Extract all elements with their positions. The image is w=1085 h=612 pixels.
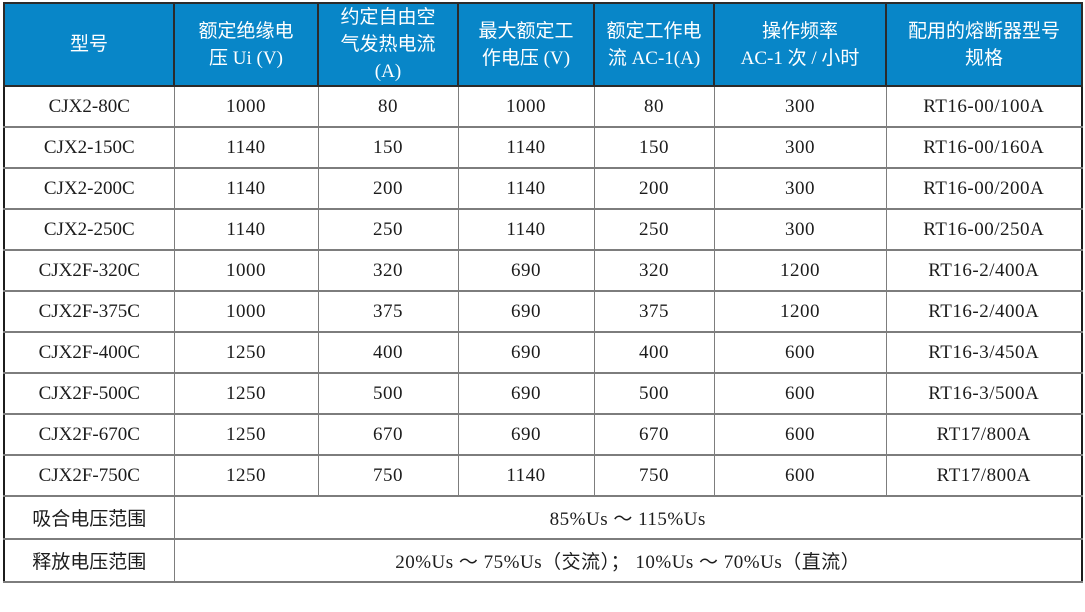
- cell-insulation-voltage: 1140: [173, 126, 319, 169]
- cell-insulation-voltage: 1140: [173, 208, 319, 251]
- cell-max-working-voltage: 1140: [457, 208, 595, 251]
- cell-max-working-voltage: 690: [457, 249, 595, 292]
- cell-thermal-current: 250: [317, 208, 459, 251]
- col-header-insulation-voltage: 额定绝缘电 压 Ui (V): [173, 2, 319, 87]
- cell-model: CJX2F-375C: [3, 290, 175, 333]
- cell-working-current: 250: [593, 208, 715, 251]
- pickup-voltage-row: 吸合电压范围 85%Us ～ 115%Us: [3, 495, 1083, 540]
- cell-fuse-spec: RT16-2/400A: [885, 249, 1083, 292]
- cell-op-frequency: 600: [713, 454, 887, 497]
- cell-model: CJX2-250C: [3, 208, 175, 251]
- footer-label-pickup-voltage-range: 吸合电压范围: [3, 495, 175, 540]
- table-row: CJX2F-500C 1250 500 690 500 600 RT16-3/5…: [3, 372, 1083, 415]
- cell-model: CJX2F-500C: [3, 372, 175, 415]
- cell-model: CJX2F-670C: [3, 413, 175, 456]
- col-header-working-current-ac1: 额定工作电 流 AC-1(A): [593, 2, 715, 87]
- cell-fuse-spec: RT16-00/160A: [885, 126, 1083, 169]
- cell-working-current: 750: [593, 454, 715, 497]
- cell-thermal-current: 670: [317, 413, 459, 456]
- footer-label-release-voltage-range: 释放电压范围: [3, 538, 175, 583]
- cell-model: CJX2-200C: [3, 167, 175, 210]
- cell-thermal-current: 400: [317, 331, 459, 374]
- page: 型号 额定绝缘电 压 Ui (V) 约定自由空 气发热电流 (A) 最大额定工 …: [3, 2, 1083, 583]
- cell-thermal-current: 320: [317, 249, 459, 292]
- cell-fuse-spec: RT16-00/250A: [885, 208, 1083, 251]
- cell-working-current: 200: [593, 167, 715, 210]
- col-header-operating-frequency: 操作频率 AC-1 次 / 小时: [713, 2, 887, 87]
- cell-op-frequency: 600: [713, 413, 887, 456]
- cell-thermal-current: 750: [317, 454, 459, 497]
- cell-working-current: 80: [593, 85, 715, 128]
- cell-thermal-current: 375: [317, 290, 459, 333]
- cell-working-current: 320: [593, 249, 715, 292]
- table-row: CJX2-80C 1000 80 1000 80 300 RT16-00/100…: [3, 85, 1083, 128]
- col-header-fuse-spec: 配用的熔断器型号 规格: [885, 2, 1083, 87]
- cell-op-frequency: 300: [713, 167, 887, 210]
- cell-max-working-voltage: 1140: [457, 126, 595, 169]
- cell-thermal-current: 500: [317, 372, 459, 415]
- table-row: CJX2-200C 1140 200 1140 200 300 RT16-00/…: [3, 167, 1083, 210]
- cell-max-working-voltage: 1140: [457, 167, 595, 210]
- cell-op-frequency: 1200: [713, 290, 887, 333]
- cell-fuse-spec: RT17/800A: [885, 454, 1083, 497]
- table-row: CJX2F-670C 1250 670 690 670 600 RT17/800…: [3, 413, 1083, 456]
- cell-model: CJX2F-400C: [3, 331, 175, 374]
- cell-max-working-voltage: 690: [457, 290, 595, 333]
- col-header-thermal-current: 约定自由空 气发热电流 (A): [317, 2, 459, 87]
- cell-fuse-spec: RT16-00/100A: [885, 85, 1083, 128]
- footer-value-release-voltage-range: 20%Us ～ 75%Us（交流）； 10%Us ～ 70%Us（直流）: [173, 538, 1083, 583]
- cell-insulation-voltage: 1250: [173, 454, 319, 497]
- cell-working-current: 500: [593, 372, 715, 415]
- cell-fuse-spec: RT16-2/400A: [885, 290, 1083, 333]
- cell-op-frequency: 300: [713, 85, 887, 128]
- table-row: CJX2F-400C 1250 400 690 400 600 RT16-3/4…: [3, 331, 1083, 374]
- col-header-max-working-voltage: 最大额定工 作电压 (V): [457, 2, 595, 87]
- table-row: CJX2F-320C 1000 320 690 320 1200 RT16-2/…: [3, 249, 1083, 292]
- cell-max-working-voltage: 1000: [457, 85, 595, 128]
- cell-insulation-voltage: 1250: [173, 331, 319, 374]
- footer-value-pickup-voltage-range: 85%Us ～ 115%Us: [173, 495, 1083, 540]
- cell-max-working-voltage: 1140: [457, 454, 595, 497]
- cell-thermal-current: 80: [317, 85, 459, 128]
- table-row: CJX2-250C 1140 250 1140 250 300 RT16-00/…: [3, 208, 1083, 251]
- cell-working-current: 150: [593, 126, 715, 169]
- table-row: CJX2-150C 1140 150 1140 150 300 RT16-00/…: [3, 126, 1083, 169]
- cell-fuse-spec: RT16-00/200A: [885, 167, 1083, 210]
- cell-fuse-spec: RT16-3/450A: [885, 331, 1083, 374]
- cell-fuse-spec: RT17/800A: [885, 413, 1083, 456]
- header-row: 型号 额定绝缘电 压 Ui (V) 约定自由空 气发热电流 (A) 最大额定工 …: [3, 2, 1083, 87]
- table-row: CJX2F-750C 1250 750 1140 750 600 RT17/80…: [3, 454, 1083, 497]
- cell-thermal-current: 150: [317, 126, 459, 169]
- cell-working-current: 670: [593, 413, 715, 456]
- cell-model: CJX2F-320C: [3, 249, 175, 292]
- cell-working-current: 375: [593, 290, 715, 333]
- table-row: CJX2F-375C 1000 375 690 375 1200 RT16-2/…: [3, 290, 1083, 333]
- cell-op-frequency: 300: [713, 208, 887, 251]
- cell-fuse-spec: RT16-3/500A: [885, 372, 1083, 415]
- cell-max-working-voltage: 690: [457, 331, 595, 374]
- cell-insulation-voltage: 1000: [173, 290, 319, 333]
- cell-op-frequency: 600: [713, 331, 887, 374]
- cell-insulation-voltage: 1000: [173, 249, 319, 292]
- cell-max-working-voltage: 690: [457, 372, 595, 415]
- cell-model: CJX2-150C: [3, 126, 175, 169]
- cell-op-frequency: 1200: [713, 249, 887, 292]
- cell-model: CJX2-80C: [3, 85, 175, 128]
- cell-insulation-voltage: 1140: [173, 167, 319, 210]
- cell-max-working-voltage: 690: [457, 413, 595, 456]
- col-header-model: 型号: [3, 2, 175, 87]
- cell-working-current: 400: [593, 331, 715, 374]
- cell-op-frequency: 300: [713, 126, 887, 169]
- cell-insulation-voltage: 1250: [173, 413, 319, 456]
- cell-model: CJX2F-750C: [3, 454, 175, 497]
- contactor-spec-table: 型号 额定绝缘电 压 Ui (V) 约定自由空 气发热电流 (A) 最大额定工 …: [3, 2, 1083, 583]
- cell-op-frequency: 600: [713, 372, 887, 415]
- release-voltage-row: 释放电压范围 20%Us ～ 75%Us（交流）； 10%Us ～ 70%Us（…: [3, 538, 1083, 583]
- cell-thermal-current: 200: [317, 167, 459, 210]
- cell-insulation-voltage: 1250: [173, 372, 319, 415]
- cell-insulation-voltage: 1000: [173, 85, 319, 128]
